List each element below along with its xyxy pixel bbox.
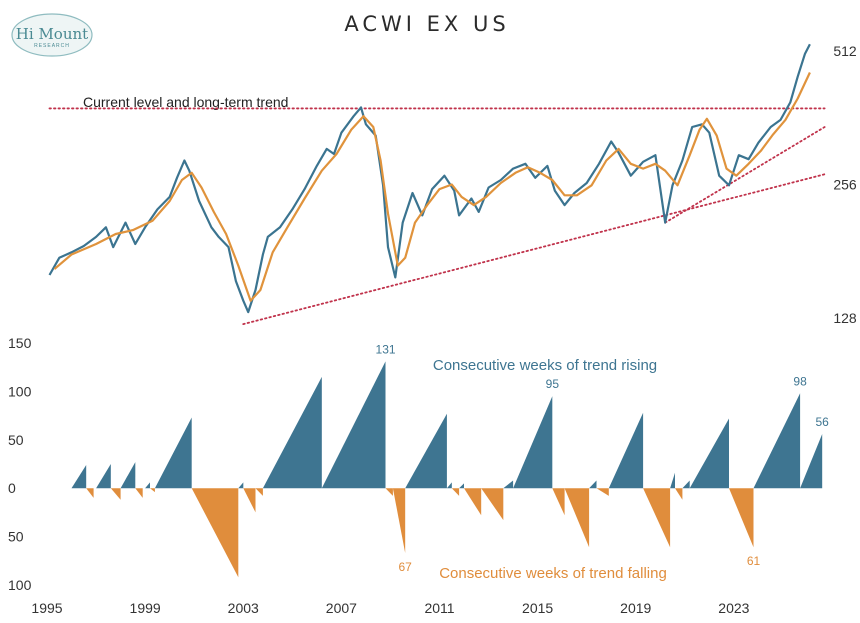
x-tick-label: 2019	[620, 600, 651, 616]
bottom-y-tick-label: 0	[8, 480, 16, 496]
bottom-y-tick-label: 50	[8, 432, 24, 448]
rising-run	[96, 464, 111, 489]
x-tick-label: 2007	[326, 600, 357, 616]
falling-run	[481, 488, 504, 521]
x-tick-label: 2011	[424, 600, 454, 616]
rising-run	[321, 361, 386, 489]
series-label-falling: Consecutive weeks of trend falling	[439, 565, 667, 582]
falling-run	[243, 488, 256, 513]
trendline-rising	[664, 126, 826, 224]
falling-run	[135, 488, 143, 498]
value-label: 95	[546, 377, 560, 391]
falling-run	[729, 488, 754, 548]
falling-run	[564, 488, 590, 548]
value-label: 98	[793, 374, 807, 388]
x-tick-label: 1995	[31, 600, 62, 616]
trend-runs	[71, 361, 823, 578]
bottom-y-axis: 150 100 50 0 50 100	[8, 335, 32, 593]
falling-run	[385, 488, 393, 496]
top-y-tick-label: 256	[833, 177, 857, 193]
falling-run	[464, 488, 482, 516]
x-tick-label: 2023	[718, 600, 749, 616]
falling-run	[191, 488, 239, 578]
top-y-axis: 128 256 512	[833, 43, 857, 326]
falling-run	[552, 488, 565, 516]
rising-run	[262, 376, 322, 489]
rising-run	[405, 413, 447, 489]
rising-run	[689, 418, 729, 489]
rising-run	[800, 434, 823, 489]
rising-run	[154, 417, 192, 489]
rising-run	[238, 482, 244, 489]
value-labels: 131 95 98 56 67 61	[376, 342, 830, 574]
bottom-y-tick-label: 100	[8, 577, 32, 593]
logo-text: Hi Mount	[16, 25, 88, 43]
rising-run	[503, 480, 514, 489]
trendlines	[48, 107, 826, 326]
falling-run	[451, 488, 460, 496]
top-y-tick-label: 128	[833, 310, 857, 326]
rising-run	[459, 483, 464, 489]
rising-run	[145, 482, 150, 489]
top-y-tick-label: 512	[833, 43, 857, 59]
rising-run	[120, 462, 136, 489]
chart-title: ACWI EX US	[344, 12, 509, 36]
x-tick-label: 1999	[130, 600, 161, 616]
top-series	[48, 43, 811, 314]
falling-run	[86, 488, 94, 498]
rising-run	[513, 396, 553, 489]
bottom-y-tick-label: 50	[8, 529, 24, 545]
rising-run	[682, 480, 690, 489]
falling-run	[150, 488, 155, 493]
rising-run	[589, 480, 597, 489]
value-label: 131	[376, 342, 396, 356]
falling-run	[596, 488, 609, 496]
value-label: 61	[747, 554, 761, 568]
trendline-rising	[242, 173, 826, 326]
rising-run	[670, 472, 675, 489]
series-label-rising: Consecutive weeks of trend rising	[433, 357, 657, 374]
logo-subtext: RESEARCH	[34, 43, 70, 49]
falling-run	[643, 488, 671, 548]
x-tick-label: 2015	[522, 600, 553, 616]
falling-run	[110, 488, 121, 500]
moving-average-line	[53, 72, 811, 302]
falling-run	[675, 488, 683, 500]
logo-badge	[11, 13, 93, 57]
x-axis: 1995 1999 2003 2007 2011 2015 2019 2023	[31, 600, 749, 616]
bottom-y-tick-label: 100	[8, 383, 32, 399]
trend-annotation: Current level and long-term trend	[83, 94, 288, 110]
value-label: 67	[398, 560, 412, 574]
rising-run	[71, 465, 87, 489]
logo: Hi Mount RESEARCH	[11, 13, 93, 57]
price-line	[48, 43, 811, 314]
rising-run	[608, 412, 644, 489]
falling-run	[392, 488, 406, 554]
falling-run	[255, 488, 263, 496]
rising-run	[446, 482, 452, 489]
bottom-y-tick-label: 150	[8, 335, 32, 351]
rising-run	[753, 393, 801, 489]
x-tick-label: 2003	[228, 600, 259, 616]
value-label: 56	[816, 415, 830, 429]
